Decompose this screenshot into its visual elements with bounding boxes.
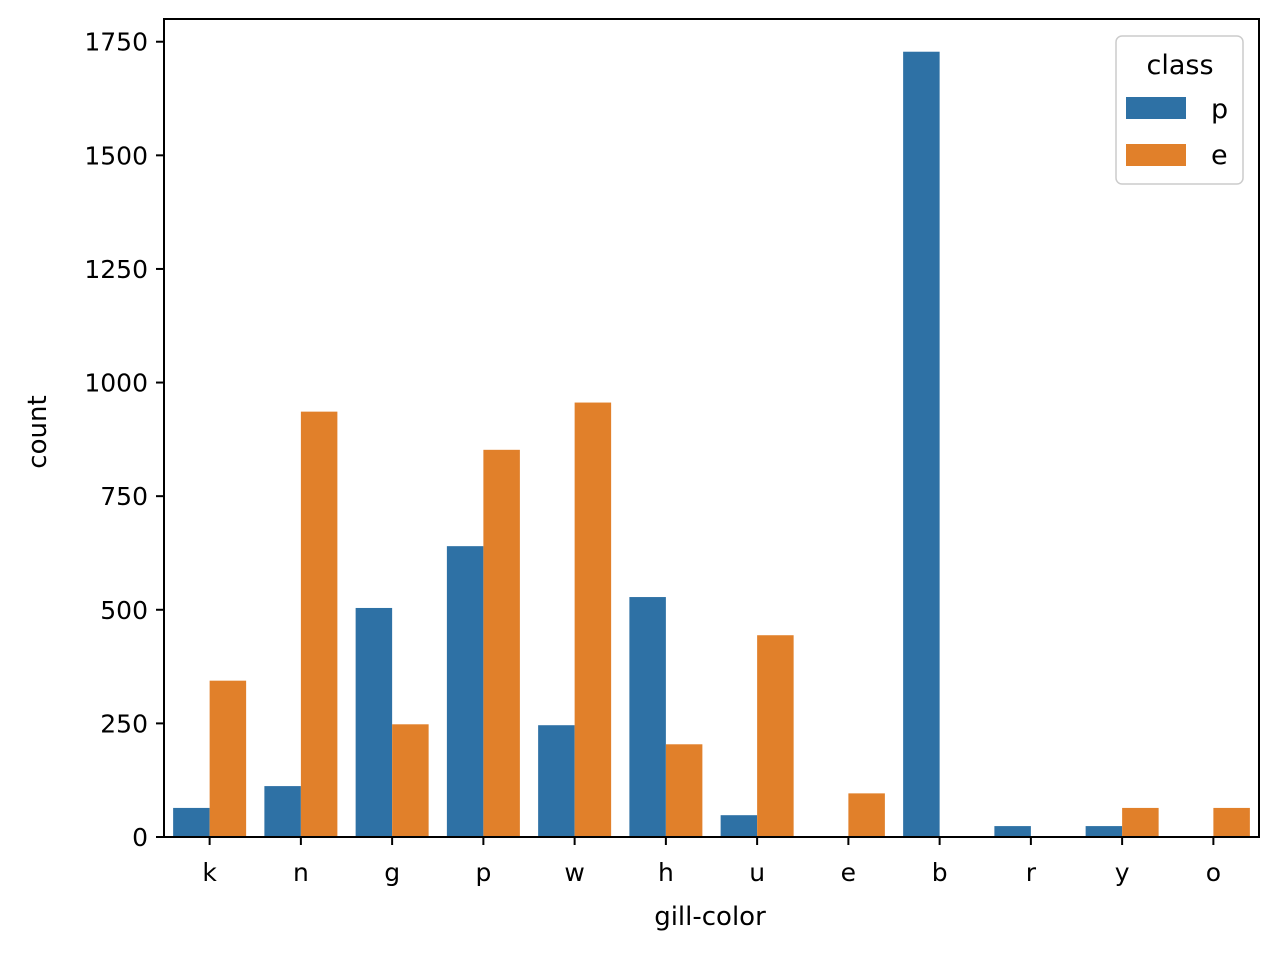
bar-n-e xyxy=(300,411,338,837)
bar-p-p xyxy=(446,546,484,837)
x-tick-label-g: g xyxy=(384,858,400,887)
bar-e-e xyxy=(848,793,885,837)
y-axis-label: count xyxy=(23,395,53,468)
legend-title: class xyxy=(1146,50,1213,81)
legend-swatch-e xyxy=(1126,144,1186,166)
plot-frame xyxy=(163,18,1260,838)
y-tick-label-1750: 1750 xyxy=(84,28,148,57)
x-tick-label-n: n xyxy=(293,858,309,887)
bar-h-e xyxy=(665,744,703,837)
x-tick-label-p: p xyxy=(475,858,491,887)
bar-h-p xyxy=(629,597,666,837)
bar-b-p xyxy=(903,51,940,838)
axes-layer xyxy=(163,18,1260,838)
x-tick-label-y: y xyxy=(1115,858,1130,887)
bar-u-p xyxy=(720,815,758,837)
legend-label-e: e xyxy=(1211,140,1228,171)
ticks-layer: 0 250 500 750 1000 1250 1500 1750 k n g p w h u e b r y o xyxy=(84,28,1221,887)
bar-p-e xyxy=(483,449,520,837)
y-tick-label-250: 250 xyxy=(100,709,148,738)
bar-k-p xyxy=(173,807,210,837)
bar-u-e xyxy=(757,635,794,837)
y-tick-label-1250: 1250 xyxy=(84,255,148,284)
bar-k-e xyxy=(209,680,247,837)
legend-label-p: p xyxy=(1211,94,1228,125)
y-tick-label-1500: 1500 xyxy=(84,141,148,170)
bar-g-p xyxy=(355,607,393,837)
bar-o-e xyxy=(1213,807,1250,837)
y-tick-label-500: 500 xyxy=(100,596,148,625)
bar-w-e xyxy=(574,402,612,837)
x-tick-label-r: r xyxy=(1026,858,1037,887)
y-tick-label-0: 0 xyxy=(132,823,148,852)
x-tick-label-b: b xyxy=(932,858,948,887)
bars-layer xyxy=(173,51,1250,838)
y-tick-label-1000: 1000 xyxy=(84,369,148,398)
x-tick-label-e: e xyxy=(841,858,856,887)
x-tick-label-w: w xyxy=(564,858,584,887)
bar-g-e xyxy=(392,724,429,837)
x-axis-label: gill-color xyxy=(654,902,766,932)
bar-r-p xyxy=(994,826,1031,837)
legend-swatch-p xyxy=(1126,97,1186,119)
x-tick-label-h: h xyxy=(658,858,674,887)
bar-w-p xyxy=(538,725,575,837)
bar-y-p xyxy=(1085,826,1123,837)
legend: class p e xyxy=(1115,35,1244,185)
bar-y-e xyxy=(1122,807,1159,837)
x-tick-label-o: o xyxy=(1206,858,1221,887)
x-tick-label-u: u xyxy=(749,858,765,887)
x-tick-label-k: k xyxy=(202,858,217,887)
bar-n-p xyxy=(264,786,301,837)
y-tick-label-750: 750 xyxy=(100,482,148,511)
